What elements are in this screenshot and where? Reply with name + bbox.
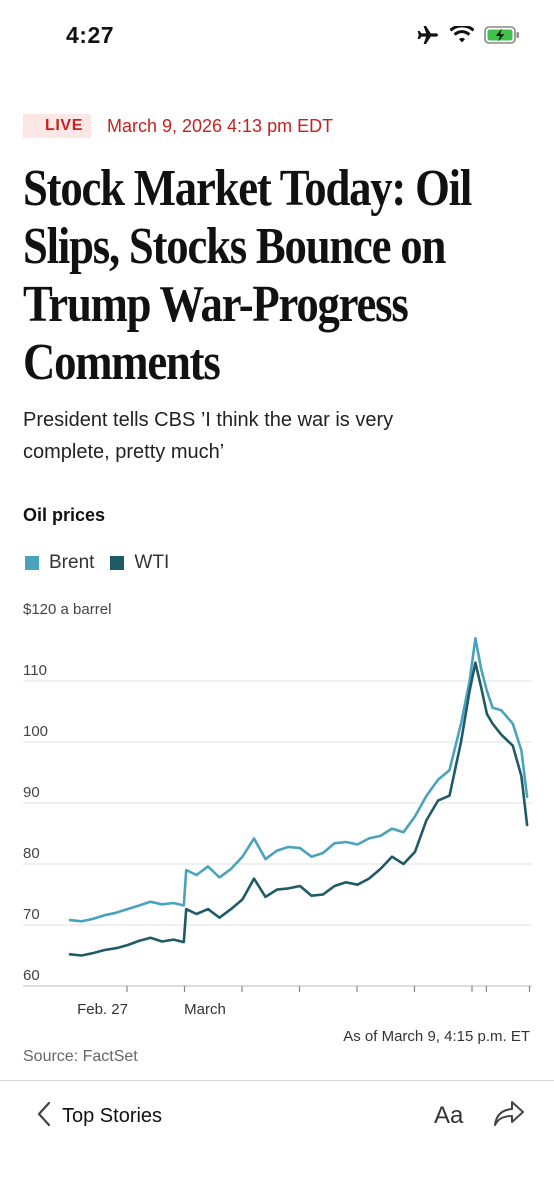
y-tick-label: 60 [23, 967, 40, 984]
article-timestamp: March 9, 2026 4:13 pm EDT [106, 115, 334, 136]
headline-line: Stock Market Today: Oil [23, 160, 472, 217]
chevron-left-icon [36, 1101, 52, 1132]
share-arrow-icon [492, 1101, 526, 1133]
text-size-icon: Aa [434, 1102, 464, 1129]
headline-line: Trump War-Progress [23, 276, 409, 333]
y-tick-label: 100 [23, 723, 48, 740]
battery-charging-icon [484, 25, 520, 50]
y-tick-label: 70 [23, 906, 40, 923]
headline-line: Comments [23, 334, 221, 391]
chart-title: Oil prices [23, 505, 106, 525]
article-dek: President tells CBS ’I think the war is … [23, 404, 523, 468]
legend-swatch-brent [25, 556, 39, 570]
oil-price-chart: 60 70 80 90 100 110 $120 a barrel Feb. 27 March… [23, 601, 532, 1045]
status-time: 4:27 [66, 22, 115, 48]
airplane-mode-icon [416, 24, 440, 51]
live-row: LIVE March 9, 2026 4:13 pm EDT [23, 114, 333, 138]
wifi-icon [449, 24, 475, 49]
live-badge: LIVE [23, 114, 91, 138]
chart-as-of-note: As of March 9, 4:15 p.m. ET [343, 1028, 530, 1045]
article-headline: Stock Market Today: Oil Slips, Stocks Bo… [23, 160, 530, 392]
legend-swatch-wti [110, 556, 125, 570]
text-size-button[interactable]: Aa [434, 1102, 463, 1130]
series-line-wti [68, 661, 529, 957]
chart-legend: Brent WTI [25, 552, 185, 574]
dek-line: complete, pretty much’ [23, 441, 225, 463]
status-bar: 4:27 [0, 0, 554, 70]
x-tick-label: March [184, 1001, 226, 1018]
legend-item-wti: WTI [110, 552, 169, 574]
dek-line: President tells CBS ’I think the war is … [23, 409, 394, 431]
series-line-brent [68, 636, 529, 923]
legend-item-brent: Brent [25, 552, 94, 574]
legend-label-brent: Brent [49, 552, 95, 573]
y-tick-label: 90 [23, 784, 40, 801]
y-tick-label: 110 [23, 662, 47, 679]
legend-label-wti: WTI [134, 552, 170, 573]
y-tick-label: $120 a barrel [23, 601, 111, 618]
back-to-top-stories-button[interactable]: Top Stories [36, 1101, 162, 1132]
back-button-label: Top Stories [62, 1105, 163, 1127]
bottom-divider [0, 1080, 554, 1081]
bottom-toolbar: Top Stories Aa [0, 1081, 554, 1151]
status-icons [416, 24, 520, 51]
x-tick-label: Feb. 27 [77, 1001, 128, 1018]
share-button[interactable] [492, 1099, 526, 1134]
chart-source: Source: FactSet [23, 1048, 138, 1065]
headline-line: Slips, Stocks Bounce on [23, 218, 446, 275]
y-tick-label: 80 [23, 845, 40, 862]
